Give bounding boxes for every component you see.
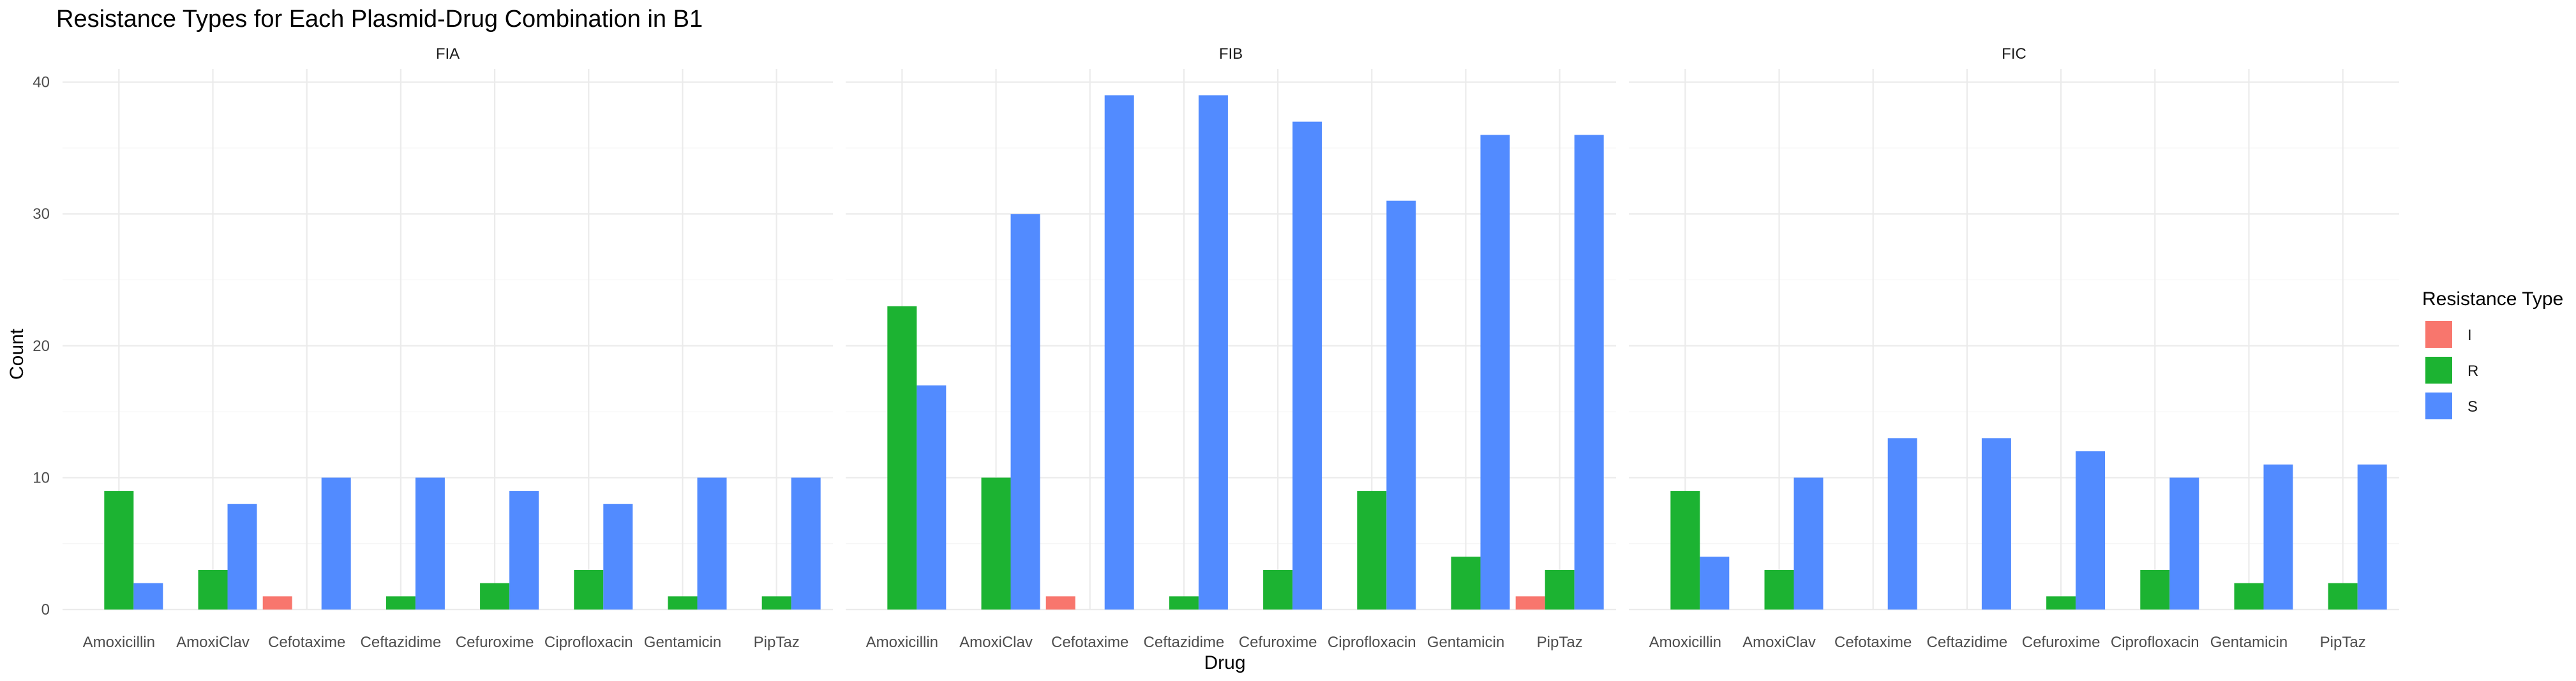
bar-FIC-Gentamicin-S	[2263, 464, 2293, 610]
bar-FIB-AmoxiClav-R	[981, 477, 1011, 610]
bar-FIB-Ciprofloxacin-S	[1386, 200, 1416, 610]
bar-FIB-Cefuroxime-S	[1292, 121, 1322, 610]
bar-FIC-Ciprofloxacin-S	[2169, 477, 2199, 610]
x-tick-label: AmoxiClav	[1742, 634, 1816, 651]
y-tick-label: 20	[33, 338, 50, 355]
x-tick-label: Cefuroxime	[1239, 634, 1317, 651]
bar-FIC-Gentamicin-R	[2234, 583, 2264, 610]
y-tick-label: 0	[41, 601, 50, 618]
x-tick-label: Cefuroxime	[456, 634, 534, 651]
bar-FIB-AmoxiClav-S	[1010, 214, 1040, 610]
x-tick-label: PipTaz	[1537, 634, 1583, 651]
x-tick-label: Ciprofloxacin	[2111, 634, 2199, 651]
bar-FIA-Gentamicin-R	[668, 596, 698, 610]
bar-FIC-PipTaz-S	[2357, 464, 2387, 610]
bar-FIC-Amoxicillin-S	[1700, 557, 1730, 610]
bar-FIC-Cefuroxime-S	[2076, 451, 2106, 610]
bars-layer	[104, 95, 2387, 610]
bar-FIC-Cefuroxime-R	[2046, 596, 2076, 610]
x-tick-label: Cefotaxime	[1051, 634, 1128, 651]
facet-strip-label: FIB	[1219, 45, 1243, 63]
bar-FIB-Ceftazidime-R	[1169, 596, 1199, 610]
x-tick-label: Gentamicin	[1427, 634, 1504, 651]
bar-FIA-Cefuroxime-R	[480, 583, 510, 610]
x-tick-label: Cefotaxime	[1834, 634, 1912, 651]
bar-FIB-Gentamicin-R	[1451, 557, 1481, 610]
y-axis-title: Count	[6, 328, 27, 380]
bar-FIC-AmoxiClav-R	[1764, 570, 1794, 610]
bar-FIB-Gentamicin-S	[1480, 135, 1510, 610]
x-tick-label: PipTaz	[754, 634, 800, 651]
bar-FIA-Ceftazidime-R	[386, 596, 416, 610]
bar-FIA-PipTaz-S	[791, 477, 821, 610]
bar-FIC-Cefotaxime-S	[1887, 438, 1917, 610]
bar-FIA-AmoxiClav-R	[198, 570, 228, 610]
facet-strip-label: FIC	[2002, 45, 2026, 63]
bar-FIA-Amoxicillin-R	[104, 491, 134, 610]
y-tick-label: 40	[33, 74, 50, 91]
bar-FIA-Cefotaxime-I	[262, 596, 292, 610]
legend-title: Resistance Type	[2422, 288, 2563, 310]
legend-key-I	[2425, 321, 2452, 348]
x-tick-label: Amoxicillin	[83, 634, 155, 651]
x-axis-title: Drug	[1204, 652, 1245, 673]
bar-FIC-Ceftazidime-S	[1981, 438, 2011, 610]
x-tick-label: Amoxicillin	[1649, 634, 1721, 651]
legend-key-R	[2425, 357, 2452, 384]
bar-FIC-Amoxicillin-R	[1670, 491, 1700, 610]
x-tick-label: Ceftazidime	[1144, 634, 1225, 651]
x-tick-label: Cefuroxime	[2022, 634, 2100, 651]
x-tick-label: Gentamicin	[644, 634, 721, 651]
chart-title: Resistance Types for Each Plasmid-Drug C…	[56, 6, 703, 33]
bar-FIB-Ceftazidime-S	[1198, 95, 1228, 610]
x-tick-label: Ceftazidime	[361, 634, 442, 651]
bar-FIA-Cefuroxime-S	[509, 491, 539, 610]
bar-FIA-Cefotaxime-S	[321, 477, 351, 610]
bar-FIC-Ciprofloxacin-R	[2140, 570, 2170, 610]
legend-label-I: I	[2467, 327, 2472, 344]
legend: Resistance Type I R S	[2422, 288, 2563, 419]
x-tick-label: Ciprofloxacin	[544, 634, 633, 651]
bar-FIA-AmoxiClav-S	[227, 504, 257, 610]
bar-FIB-Cefuroxime-R	[1263, 570, 1293, 610]
legend-label-R: R	[2467, 363, 2478, 380]
bar-FIA-Ciprofloxacin-R	[574, 570, 604, 610]
x-tick-label: Gentamicin	[2210, 634, 2288, 651]
legend-label-S: S	[2467, 398, 2478, 415]
x-tick-label: Cefotaxime	[268, 634, 345, 651]
bar-FIA-PipTaz-R	[761, 596, 791, 610]
x-tick-label: Ciprofloxacin	[1328, 634, 1416, 651]
x-tick-label: AmoxiClav	[176, 634, 250, 651]
bar-FIB-PipTaz-R	[1545, 570, 1575, 610]
bar-FIB-Cefotaxime-I	[1045, 596, 1075, 610]
y-tick-label: 10	[33, 469, 50, 486]
bar-FIB-Cefotaxime-S	[1104, 95, 1134, 610]
bar-FIA-Amoxicillin-S	[133, 583, 163, 610]
bar-FIB-Amoxicillin-S	[917, 385, 947, 610]
bar-FIB-Ciprofloxacin-R	[1357, 491, 1387, 610]
facet-strip-label: FIA	[436, 45, 460, 63]
x-tick-label: Ceftazidime	[1927, 634, 2008, 651]
bar-FIA-Ceftazidime-S	[415, 477, 445, 610]
x-tick-label: AmoxiClav	[959, 634, 1033, 651]
panels-layer: FIA FIB FIC	[63, 45, 2399, 611]
bar-FIB-PipTaz-S	[1574, 135, 1604, 610]
bar-FIC-AmoxiClav-S	[1793, 477, 1823, 610]
x-tick-label: Amoxicillin	[866, 634, 938, 651]
x-tick-label: PipTaz	[2320, 634, 2366, 651]
ticks-layer: Amoxicillin AmoxiClav Cefotaxime Ceftazidim…	[33, 74, 2365, 651]
bar-FIB-PipTaz-I	[1515, 596, 1545, 610]
bar-FIA-Gentamicin-S	[697, 477, 727, 610]
bar-FIC-PipTaz-R	[2328, 583, 2358, 610]
y-tick-label: 30	[33, 206, 50, 223]
legend-key-S	[2425, 393, 2452, 419]
bar-FIA-Ciprofloxacin-S	[603, 504, 633, 610]
bar-FIB-Amoxicillin-R	[887, 306, 917, 610]
